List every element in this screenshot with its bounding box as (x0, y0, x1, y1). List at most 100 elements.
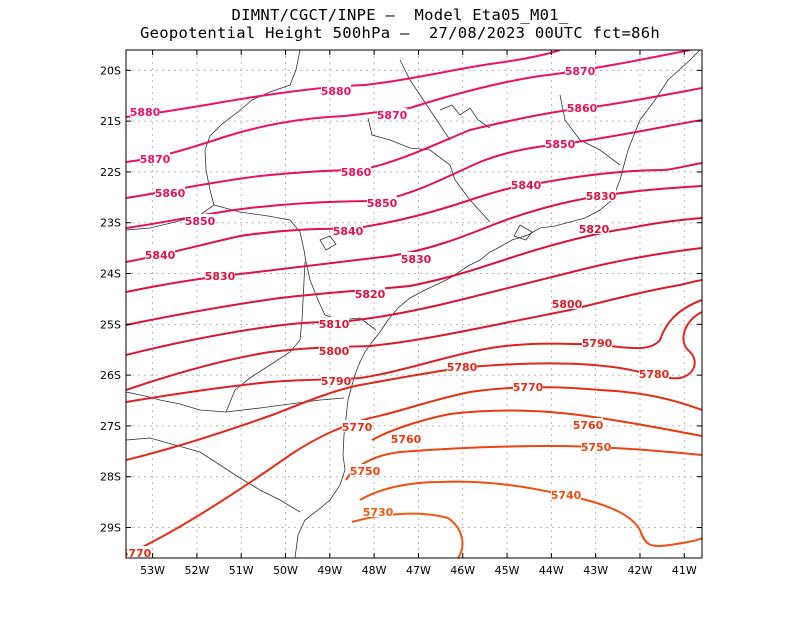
x-tick-label: 49W (317, 564, 342, 577)
contour-lines (126, 50, 702, 558)
contour-line-5840 (126, 162, 702, 263)
contour-label-bg (391, 432, 421, 444)
contour-label-bg (579, 222, 609, 234)
axis-ticks: 53W 52W 51W 50W 49W 48W 47W 46W 45W 44W 43W 42W 41W 2… (100, 50, 702, 577)
contour-label-bg (567, 101, 597, 113)
contour-label-5870: 5870 (377, 109, 408, 122)
x-tick-label: 51W (229, 564, 254, 577)
x-tick-label: 45W (495, 564, 520, 577)
x-tick-label: 48W (362, 564, 387, 577)
contour-line-5730 (351, 512, 464, 558)
contour-line-5770 (126, 386, 702, 556)
contour-label-5760: 5760 (573, 419, 604, 432)
contour-label-bg (342, 420, 372, 432)
contour-label-5830: 5830 (401, 253, 432, 266)
contour-label-bg (130, 105, 160, 117)
contour-label-bg (319, 344, 349, 356)
y-tick-label: 27S (100, 420, 121, 433)
contour-label-5770: 5770 (342, 421, 373, 434)
contour-label-bg (350, 464, 380, 476)
contour-label-5780: 5780 (447, 361, 478, 374)
contour-label-5790: 5790 (582, 337, 613, 350)
contour-label-5750: 5750 (581, 441, 612, 454)
contour-line-5780 (126, 311, 702, 461)
contour-label-5770: 5770 (121, 547, 152, 560)
lake (319, 235, 337, 251)
contour-label-5830: 5830 (586, 190, 617, 203)
contour-label-bg (185, 214, 215, 226)
contour-label-bg (401, 252, 431, 264)
contour-label-bg (447, 360, 477, 372)
y-tick-label: 25S (100, 318, 121, 331)
y-tick-label: 29S (100, 522, 121, 535)
contour-label-bg (321, 84, 351, 96)
contour-label-5740: 5740 (551, 489, 582, 502)
contour-label-5870: 5870 (565, 65, 596, 78)
contour-label-5820: 5820 (355, 288, 386, 301)
x-tick-label: 53W (140, 564, 165, 577)
y-tick-label: 21S (100, 115, 121, 128)
contour-line-5850 (126, 119, 702, 229)
state-border (126, 437, 301, 513)
contour-label-5860: 5860 (155, 187, 186, 200)
contour-label-bg (582, 336, 612, 348)
coastline (294, 50, 701, 558)
contour-line-5880 (126, 50, 561, 118)
title-line-1: DIMNT/CGCT/INPE – Model Eta05_M01_ (231, 6, 569, 24)
x-tick-label: 50W (273, 564, 298, 577)
contour-line-5750 (345, 444, 702, 481)
contour-line-5740 (359, 480, 702, 548)
contour-label-5800: 5800 (319, 345, 350, 358)
contour-label-bg (355, 287, 385, 299)
contour-label-5750: 5750 (350, 465, 381, 478)
contour-label-5850: 5850 (367, 197, 398, 210)
y-tick-label: 24S (100, 268, 121, 281)
contour-label-bg (377, 108, 407, 120)
contour-label-5880: 5880 (321, 85, 352, 98)
contour-line-5790 (126, 299, 702, 403)
contour-label-5840: 5840 (145, 249, 176, 262)
contour-label-bg (205, 269, 235, 281)
contour-label-bg (545, 137, 575, 149)
y-tick-label: 28S (100, 471, 121, 484)
state-border (126, 204, 215, 231)
contour-label-bg (573, 418, 603, 430)
contour-label-bg (586, 189, 616, 201)
contour-line-5860 (126, 87, 702, 199)
contour-label-5870: 5870 (140, 153, 171, 166)
contour-label-bg (552, 297, 582, 309)
state-border (126, 261, 306, 413)
state-border (204, 50, 301, 206)
contour-label-bg (367, 196, 397, 208)
contour-label-5840: 5840 (333, 225, 364, 238)
y-tick-label: 20S (100, 64, 121, 77)
contour-label-5850: 5850 (185, 215, 216, 228)
gridlines (126, 50, 702, 558)
contour-label-bg (341, 165, 371, 177)
contour-label-bg (126, 546, 151, 558)
contour-label-5830: 5830 (205, 270, 236, 283)
contour-line-5800 (126, 279, 702, 391)
contour-label-bg (145, 248, 175, 260)
contour-label-bg (551, 488, 581, 500)
contour-labels: 5880 5880 5870 5870 5870 5860 5860 5860 5850 5850… (121, 64, 670, 560)
x-tick-label: 41W (672, 564, 697, 577)
contour-label-5860: 5860 (341, 166, 372, 179)
contour-label-bg (321, 374, 351, 386)
y-tick-label: 22S (100, 166, 121, 179)
contour-label-5810: 5810 (319, 318, 350, 331)
x-tick-label: 46W (450, 564, 475, 577)
contour-label-5790: 5790 (321, 375, 352, 388)
contour-line-5760 (371, 409, 702, 441)
plot-frame (125, 49, 703, 559)
contour-label-bg (513, 380, 543, 392)
x-tick-label: 42W (628, 564, 653, 577)
contour-label-5820: 5820 (579, 223, 610, 236)
contour-label-bg (639, 367, 669, 379)
state-border (225, 397, 345, 413)
x-tick-label: 43W (583, 564, 608, 577)
river (439, 104, 491, 129)
coastline-and-borders (126, 50, 701, 558)
contour-label-5780: 5780 (639, 368, 670, 381)
contour-label-5800: 5800 (552, 298, 583, 311)
